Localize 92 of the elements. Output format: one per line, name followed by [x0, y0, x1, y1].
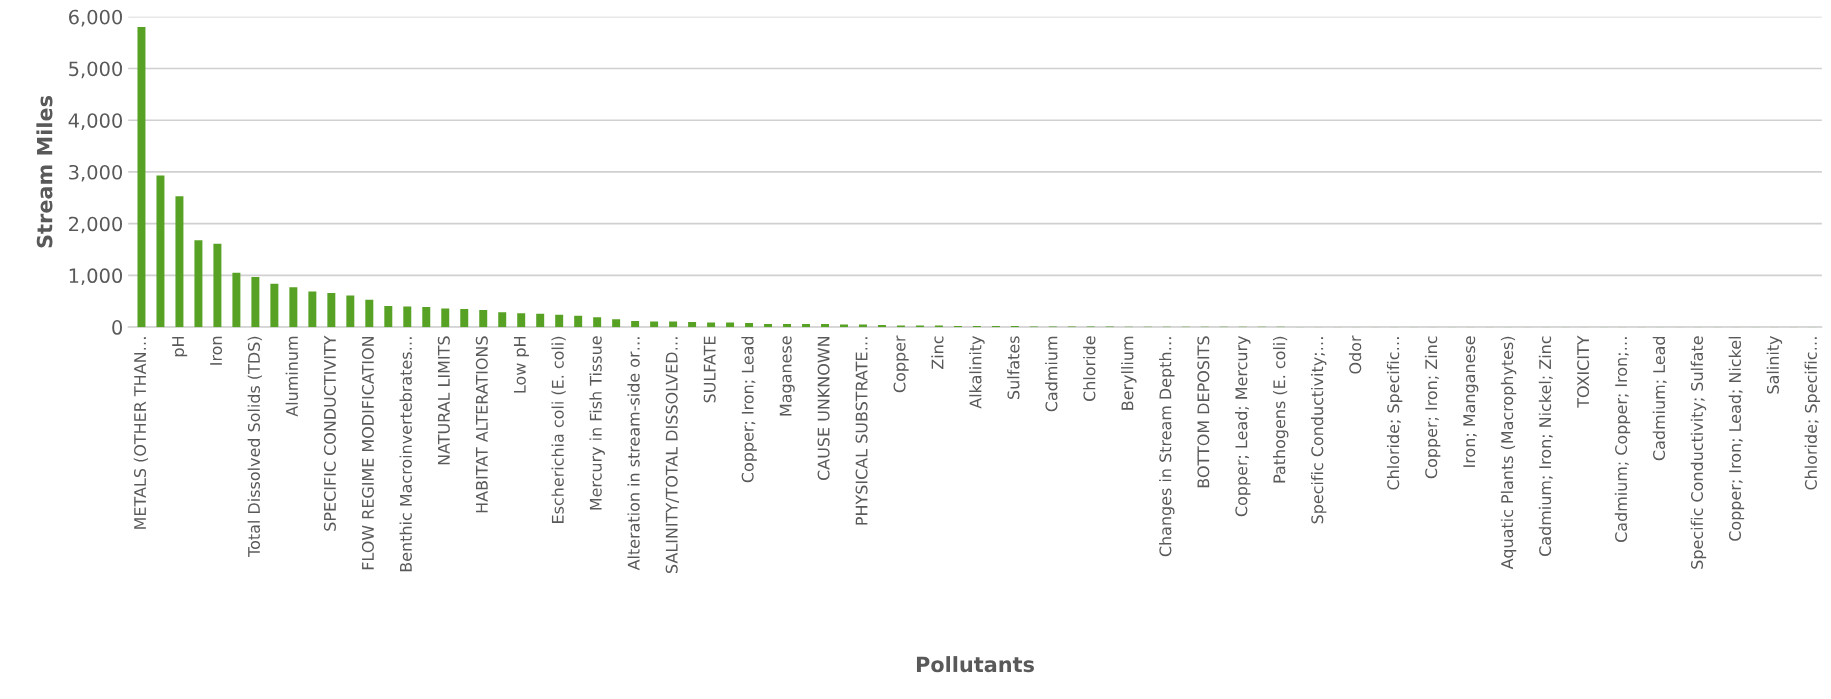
x-tick-label: CAUSE UNKNOWN: [817, 337, 830, 481]
bar: [460, 309, 469, 328]
x-tick-label: Odor: [1348, 335, 1362, 374]
x-tick-label: Chloride: [1083, 336, 1096, 402]
bar: [194, 240, 203, 328]
x-tick-label: pH: [172, 337, 188, 357]
x-tick-label: Specific Conductivity; Sulfate: [1690, 336, 1707, 569]
x-tick-label: Alteration in stream-side or…: [627, 337, 640, 571]
bar: [593, 317, 602, 328]
x-tick-label: Mercury in Fish Tissue: [589, 336, 605, 510]
bar: [612, 319, 621, 328]
x-tick-label: Alkalinity: [969, 335, 985, 409]
x-tick-label: Chloride; Specific…: [1804, 337, 1821, 490]
bar: [346, 295, 355, 328]
bar: [517, 313, 526, 328]
x-tick-label: Beryllium: [1121, 336, 1137, 410]
x-tick-label: Cadmium; Lead: [1652, 336, 1667, 461]
bar: [669, 321, 678, 328]
x-tick-label: Iron; Manganese: [1463, 336, 1479, 467]
bar: [574, 315, 583, 328]
y-tick-label: 4,000: [68, 113, 123, 130]
y-tick-label: 1,000: [69, 268, 123, 286]
bar: [213, 243, 222, 328]
x-tick-label: Cadmium; Copper; Iron;…: [1614, 337, 1631, 543]
bar: [650, 321, 659, 328]
bar: [270, 283, 279, 328]
y-tick-label: 5,000: [69, 61, 123, 79]
x-tick-label: Low pH: [513, 337, 529, 393]
bar: [707, 322, 716, 328]
y-tick-label: 3,000: [69, 164, 123, 182]
x-tick-label: Copper; Iron; Zinc: [1424, 336, 1441, 479]
x-tick-label: Copper; Iron; Lead: [741, 336, 757, 483]
x-tick-label: Cadmium; Iron; Nickel; Zinc: [1538, 336, 1553, 556]
x-tick-label: Pathogens (E. coli): [1272, 336, 1289, 483]
bar: [726, 322, 735, 328]
bar: [384, 305, 393, 328]
x-tick-label: Maganese: [779, 336, 795, 416]
bar: [783, 324, 792, 328]
x-tick-label: SALINITY/TOTAL DISSOLVED…: [665, 337, 679, 573]
x-tick-label: Escherichia coli (E. coli): [551, 336, 566, 523]
bar: [403, 306, 412, 328]
x-tick-label: METALS (OTHER THAN…: [133, 337, 148, 529]
x-tick-label: SULFATE: [703, 336, 716, 403]
x-tick-label: Specific Conductivity;…: [1310, 337, 1327, 524]
x-tick-label: Copper; Iron; Lead; Nickel: [1728, 336, 1745, 541]
bar: [422, 306, 431, 328]
x-tick-label: Sulfates: [1007, 336, 1020, 399]
bar: [327, 292, 336, 328]
x-tick-label: Changes in Stream Depth…: [1159, 337, 1175, 557]
x-tick-label: Zinc: [931, 336, 944, 370]
x-tick-label: BOTTOM DEPOSITS: [1197, 336, 1210, 488]
bar: [821, 324, 829, 328]
bar: [175, 196, 184, 328]
x-tick-label: Aluminum: [285, 336, 298, 417]
bar: [308, 291, 317, 328]
bar: [688, 321, 697, 328]
x-tick-label: FLOW REGIME MODIFICATION: [361, 337, 374, 570]
bar: [536, 313, 545, 328]
x-tick-label: Cadmium: [1045, 336, 1058, 412]
x-tick-label: Aquatic Plants (Macrophytes): [1500, 336, 1517, 570]
bar: [745, 322, 754, 328]
bar: [631, 320, 640, 328]
y-tick-label: 6,000: [69, 9, 123, 27]
y-axis-title: Stream Miles: [36, 95, 53, 248]
x-tick-label: Copper; Lead; Mercury: [1235, 335, 1251, 517]
bar: [137, 27, 146, 328]
x-tick-label: NATURAL LIMITS: [437, 336, 450, 465]
bar: [764, 324, 773, 328]
x-tick-label: Benthic Macroinvertebrates…: [399, 337, 412, 572]
x-tick-label: Chloride; Specific…: [1386, 337, 1403, 490]
x-tick-label: Total Dissolved Solids (TDS): [247, 336, 262, 557]
bar: [441, 308, 450, 328]
x-tick-label: HABITAT ALTERATIONS: [475, 336, 488, 513]
x-tick-label: TOXICITY: [1577, 335, 1590, 408]
bar: [498, 312, 507, 328]
bar: [479, 310, 488, 328]
x-tick-label: Iron: [210, 336, 223, 365]
bar: [251, 276, 260, 328]
x-tick-label: SPECIFIC CONDUCTIVITY: [323, 335, 336, 531]
bar: [232, 272, 241, 328]
x-tick-label: Salinity: [1766, 335, 1783, 394]
y-tick-label: 2,000: [69, 216, 123, 234]
bar: [365, 299, 374, 328]
x-tick-label: PHYSICAL SUBSTRATE…: [855, 337, 868, 525]
bar: [555, 314, 564, 328]
bar: [877, 325, 886, 328]
bar: [156, 175, 165, 328]
bar: [802, 324, 811, 328]
y-tick-label: 0: [112, 320, 123, 335]
bar: [289, 287, 298, 328]
x-axis-title: Pollutants: [916, 656, 1034, 673]
x-tick-label: Copper: [893, 335, 909, 393]
